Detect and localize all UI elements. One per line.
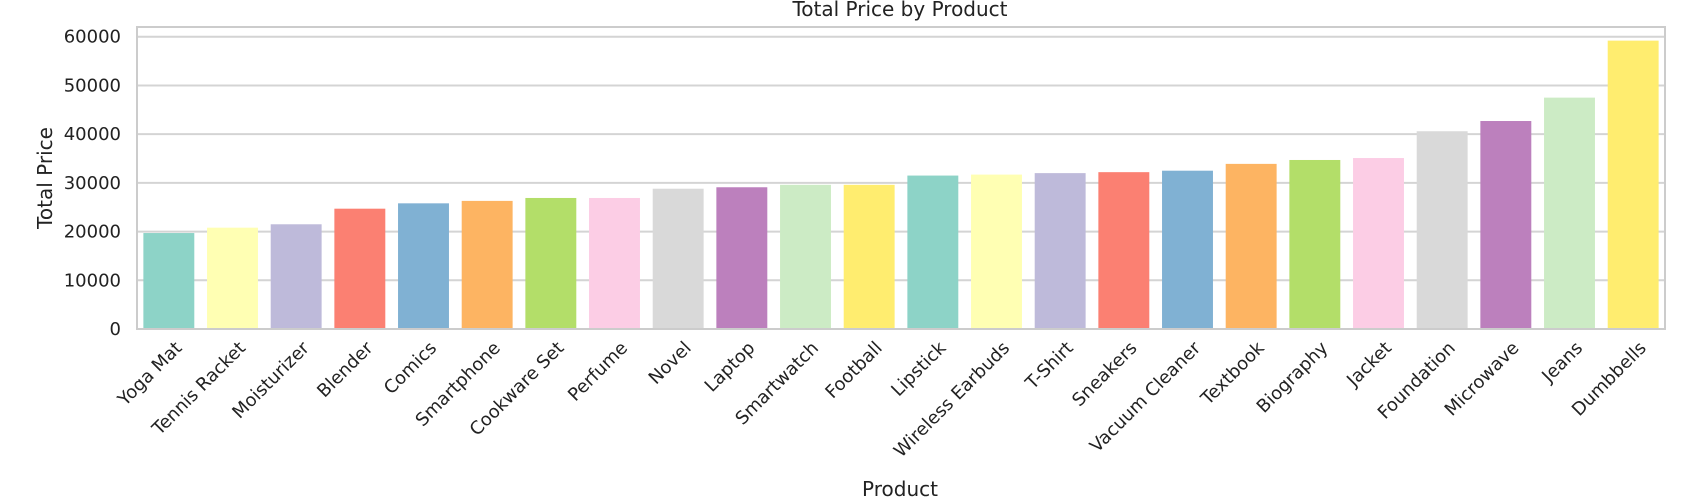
bar-smartwatch (780, 184, 831, 329)
bar-t-shirt (1034, 173, 1086, 329)
bar-dumbbells (1607, 40, 1659, 330)
y-tick-label: 0 (110, 319, 121, 340)
x-tick-label: T-Shirt (1021, 338, 1078, 395)
bar-jeans (1544, 97, 1595, 330)
bar-jacket (1353, 158, 1404, 329)
bar-wireless-earbuds (971, 174, 1022, 329)
bar-biography (1289, 159, 1341, 329)
y-axis-label: Total Price (33, 127, 57, 230)
x-tick-label: Blender (313, 337, 378, 402)
plot-frame (136, 26, 1666, 330)
bar-yoga-mat (143, 233, 195, 329)
bar-cookware-set (525, 197, 577, 329)
bar-microwave (1480, 121, 1532, 329)
bar-novel (652, 188, 704, 329)
bar-laptop (716, 187, 768, 329)
bar-foundation (1416, 131, 1468, 329)
bar-tennis-racket (207, 227, 258, 329)
y-tick-label: 40000 (64, 124, 121, 145)
gridlines (137, 35, 1665, 330)
x-tick-label: Lipstick (887, 337, 950, 400)
bar-comics (398, 203, 449, 329)
bar-football (843, 184, 895, 329)
x-tick-label: Comics (380, 338, 441, 399)
y-tick-label: 60000 (64, 27, 121, 48)
x-tick-label: Jeans (1537, 338, 1587, 388)
bar-lipstick (907, 175, 959, 329)
bar-textbook (1225, 163, 1277, 329)
bar-vacuum-cleaner (1162, 170, 1213, 329)
x-tick-label: Novel (645, 338, 696, 389)
y-tick-label: 30000 (64, 173, 121, 194)
bars (143, 40, 1659, 330)
bar-smartphone (461, 200, 513, 329)
bar-sneakers (1098, 172, 1150, 329)
bar-blender (334, 208, 386, 329)
y-tick-label: 50000 (64, 75, 121, 96)
y-tick-label: 10000 (64, 270, 121, 291)
x-tick-label: Perfume (564, 338, 632, 406)
x-tick-label: Wireless Earbuds (890, 338, 1014, 462)
chart-title: Total Price by Product (791, 0, 1007, 21)
y-tick-labels: 0 10000 20000 30000 40000 50000 60000 (64, 27, 121, 340)
x-tick-label: Football (821, 338, 886, 403)
x-tick-label: Vacuum Cleaner (1086, 337, 1206, 457)
y-tick-label: 20000 (64, 222, 121, 243)
x-tick-label: Jacket (1342, 338, 1396, 392)
bar-moisturizer (270, 224, 322, 329)
x-tick-label: Laptop (701, 338, 760, 397)
bar-perfume (589, 197, 640, 329)
x-axis-label: Product (862, 477, 938, 501)
